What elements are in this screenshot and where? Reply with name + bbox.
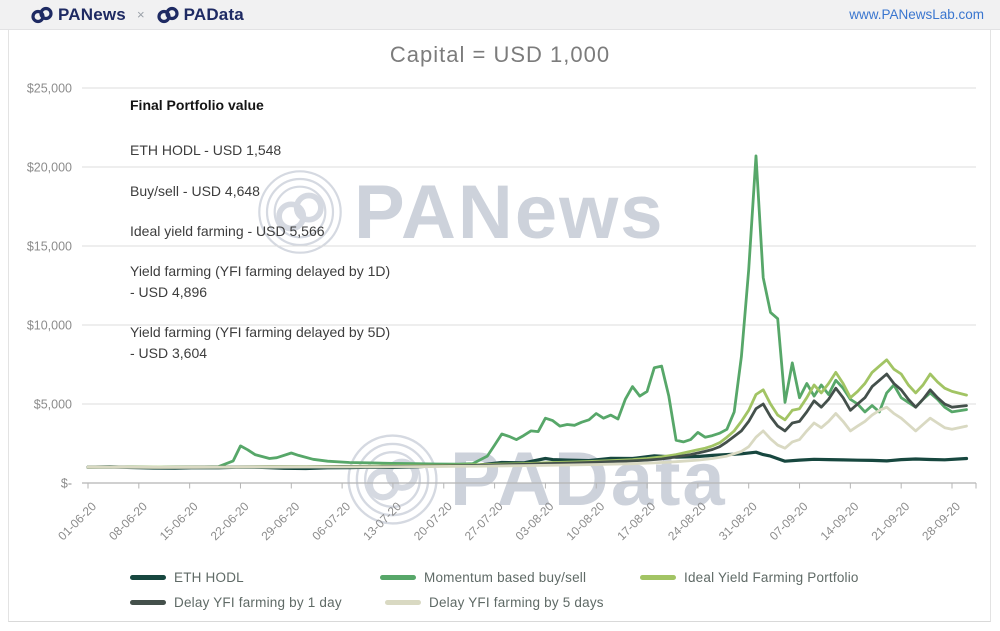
annotation-eth-hodl: ETH HODL - USD 1,548	[130, 142, 282, 158]
annotation-buy-sell: Buy/sell - USD 4,648	[130, 183, 260, 199]
x-axis-tick-label: 01-06-20	[55, 499, 99, 543]
padata-watermark-icon	[347, 434, 438, 525]
x-axis-tick-label: 13-07-20	[360, 499, 404, 543]
x-axis-tick-label: 20-07-20	[411, 499, 455, 543]
y-axis-tick-label: $5,000	[34, 398, 72, 412]
annotation-delay-5d: Yield farming (YFI farming delayed by 5D…	[130, 324, 391, 361]
padata-watermark: PAData	[345, 432, 727, 527]
x-axis-tick-label: 08-06-20	[106, 499, 150, 543]
annotation-ideal-yield: Ideal yield farming - USD 5,566	[130, 223, 325, 239]
x-axis-tick-label: 22-06-20	[208, 499, 252, 543]
x-axis-tick-label: 21-09-20	[868, 499, 912, 543]
website-link[interactable]: www.PANewsLab.com	[849, 7, 984, 22]
series-line-delay-yfi-farming-by-5-days	[86, 405, 968, 469]
x-axis-tick-label: 10-08-20	[563, 499, 607, 543]
legend-item-ideal-yield: Ideal Yield Farming Portfolio	[640, 570, 859, 585]
x-axis-tick-label: 17-08-20	[614, 499, 658, 543]
panews-watermark-text: PANews	[354, 169, 665, 255]
legend-swatch-momentum	[380, 575, 416, 580]
panews-logo-icon	[31, 6, 53, 23]
y-axis-tick-label: $-	[61, 477, 72, 491]
legend-item-delay-1d: Delay YFI farming by 1 day	[130, 595, 342, 610]
header-bar: PANews × PAData	[0, 0, 1000, 30]
padata-logo-icon	[156, 6, 179, 23]
padata-watermark-text: PAData	[450, 437, 727, 522]
y-axis-tick-label: $10,000	[27, 319, 72, 333]
legend-label: Delay YFI farming by 1 day	[174, 595, 342, 610]
x-axis-tick-label: 03-08-20	[513, 499, 557, 543]
x-axis-tick-label: 07-09-20	[767, 499, 811, 543]
x-axis-tick-label: 27-07-20	[462, 499, 506, 543]
chart-title: Capital = USD 1,000	[389, 42, 611, 67]
x-axis-tick-label: 29-06-20	[259, 499, 303, 543]
brand-padata: PAData	[183, 4, 244, 24]
legend-swatch-eth-hodl	[130, 575, 166, 580]
brand-separator: ×	[136, 7, 145, 22]
series-line-delay-yfi-farming-by-1-day	[86, 372, 968, 469]
legend-swatch-delay-5d	[385, 600, 421, 605]
y-axis-tick-label: $25,000	[27, 82, 72, 96]
legend-item-delay-5d: Delay YFI farming by 5 days	[385, 595, 604, 610]
legend-item-momentum: Momentum based buy/sell	[380, 570, 586, 585]
legend-swatch-delay-1d	[130, 600, 166, 605]
annotation-delay-1d: Yield farming (YFI farming delayed by 1D…	[130, 263, 391, 300]
y-axis-tick-label: $20,000	[27, 161, 72, 175]
chart-panel	[8, 30, 991, 622]
x-axis-tick-label: 24-08-20	[665, 499, 709, 543]
legend-label: Ideal Yield Farming Portfolio	[684, 570, 859, 585]
x-axis-tick-label: 15-06-20	[157, 499, 201, 543]
panews-watermark: PANews	[256, 168, 664, 256]
y-axis-tick-label: $15,000	[27, 240, 72, 254]
legend-label: Momentum based buy/sell	[424, 570, 587, 585]
series-line-momentum-based-buy-sell	[86, 154, 968, 469]
annotation-heading: Final Portfolio value	[130, 97, 264, 113]
legend-swatch-ideal-yield	[640, 575, 676, 580]
brand-panews: PANews	[58, 4, 126, 24]
x-axis-tick-label: 31-08-20	[716, 499, 760, 543]
panews-watermark-icon	[258, 170, 342, 254]
brand-logos: PANews × PAData	[30, 5, 244, 25]
legend-item-eth-hodl: ETH HODL	[130, 570, 244, 585]
legend-label: ETH HODL	[174, 570, 244, 585]
x-axis-tick-label: 06-07-20	[309, 499, 353, 543]
legend-label: Delay YFI farming by 5 days	[429, 595, 604, 610]
x-axis-tick-label: 28-09-20	[919, 499, 963, 543]
x-axis-tick-label: 14-09-20	[818, 499, 862, 543]
